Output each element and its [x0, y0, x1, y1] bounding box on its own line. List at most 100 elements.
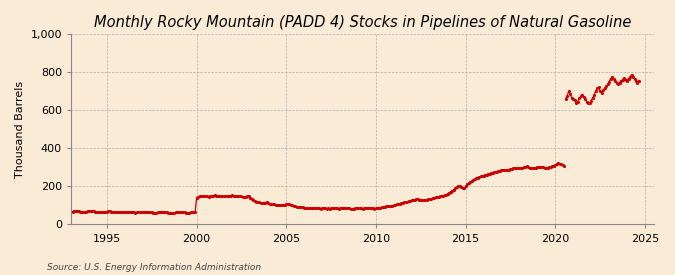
Point [369, 207, 380, 211]
Point [453, 184, 464, 189]
Point [356, 206, 367, 211]
Point [154, 210, 165, 214]
Point [593, 85, 604, 89]
Point [255, 200, 266, 205]
Point [92, 210, 103, 214]
Point [266, 202, 277, 206]
Point [99, 210, 109, 214]
Point [368, 206, 379, 211]
Point [211, 193, 221, 198]
Point [483, 172, 493, 176]
Point [182, 211, 193, 215]
Point [442, 191, 453, 196]
Point [446, 189, 456, 194]
Point [88, 209, 99, 213]
Point [352, 206, 363, 210]
Point [629, 76, 640, 81]
Point [392, 202, 402, 207]
Point [203, 194, 214, 199]
Point [341, 206, 352, 210]
Point [559, 164, 570, 168]
Point [508, 166, 519, 171]
Point [583, 100, 593, 105]
Point [84, 208, 95, 213]
Point [342, 206, 353, 210]
Point [624, 75, 635, 79]
Point [468, 178, 479, 182]
Point [464, 180, 475, 184]
Point [101, 209, 112, 214]
Point [212, 194, 223, 198]
Text: Source: U.S. Energy Information Administration: Source: U.S. Energy Information Administ… [47, 263, 261, 272]
Point [178, 210, 188, 214]
Point [119, 210, 130, 214]
Point [219, 194, 230, 199]
Point [632, 80, 643, 85]
Point [531, 166, 541, 170]
Point [470, 176, 481, 181]
Point [351, 206, 362, 210]
Point [506, 167, 517, 171]
Point [163, 210, 173, 215]
Point [233, 194, 244, 198]
Point [415, 198, 426, 202]
Point [405, 199, 416, 203]
Point [130, 210, 141, 215]
Point [192, 195, 203, 199]
Point [267, 202, 278, 207]
Point [160, 210, 171, 214]
Point [460, 184, 471, 189]
Point [169, 210, 180, 215]
Point [294, 205, 305, 209]
Point [109, 210, 120, 214]
Point [96, 210, 107, 214]
Point [217, 194, 227, 199]
Point [456, 185, 466, 189]
Point [505, 167, 516, 171]
Point [284, 202, 295, 207]
Point [191, 196, 202, 200]
Point [436, 194, 447, 198]
Point [429, 196, 439, 200]
Point [623, 76, 634, 81]
Point [493, 169, 504, 173]
Point [572, 99, 583, 104]
Point [297, 205, 308, 210]
Point [126, 210, 136, 214]
Point [265, 201, 275, 206]
Point [275, 203, 286, 207]
Point [151, 210, 162, 215]
Point [215, 194, 226, 198]
Point [448, 187, 459, 192]
Point [157, 210, 167, 214]
Point [308, 205, 319, 210]
Point [418, 198, 429, 203]
Point [336, 206, 347, 210]
Point [586, 98, 597, 103]
Point [148, 210, 159, 215]
Point [100, 210, 111, 214]
Point [221, 194, 232, 198]
Point [450, 186, 460, 191]
Point [435, 194, 446, 199]
Point [269, 202, 279, 207]
Point [510, 166, 520, 170]
Point [532, 165, 543, 169]
Point [611, 80, 622, 85]
Point [596, 91, 607, 95]
Point [246, 197, 257, 201]
Point [457, 185, 468, 190]
Point [309, 206, 320, 210]
Point [344, 206, 354, 211]
Point [75, 209, 86, 214]
Point [599, 86, 610, 90]
Point [502, 168, 513, 172]
Point [90, 209, 101, 214]
Point [132, 210, 142, 215]
Point [106, 209, 117, 214]
Point [384, 204, 395, 208]
Point [68, 209, 78, 214]
Point [323, 206, 333, 211]
Point [136, 210, 146, 214]
Point [541, 166, 551, 170]
